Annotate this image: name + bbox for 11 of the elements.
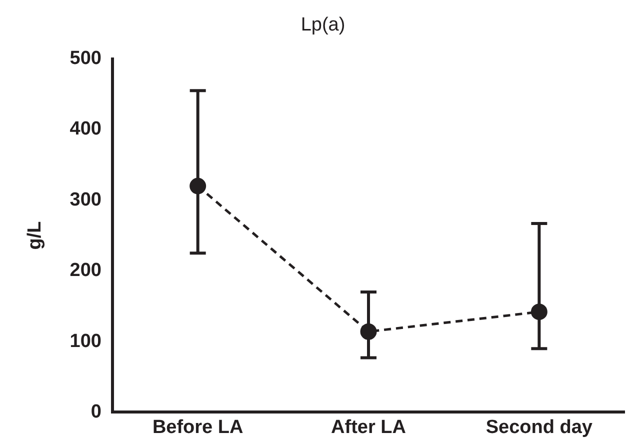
y-tick-label: 400 [70, 118, 102, 140]
y-tick-label: 100 [70, 330, 102, 352]
y-tick-label: 300 [70, 189, 102, 210]
x-tick-label: Second day [486, 416, 593, 438]
x-tick-label: After LA [331, 416, 406, 438]
x-tick-label: Before LA [152, 416, 244, 438]
y-tick-label: 500 [70, 48, 102, 70]
y-tick-label: 200 [70, 260, 102, 282]
y-tick-label: 0 [90, 401, 102, 422]
y-axis-title: g/L [24, 220, 46, 250]
chart-title: Lp(a) [300, 14, 346, 36]
